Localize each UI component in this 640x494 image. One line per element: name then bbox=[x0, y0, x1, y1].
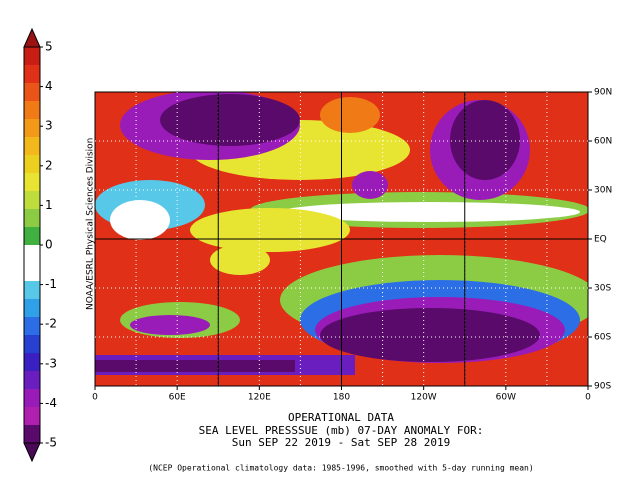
y-tick-label: EQ bbox=[594, 235, 607, 245]
colorbar-band bbox=[24, 119, 40, 138]
colorbar-arrow bbox=[23, 442, 41, 463]
colorbar-band bbox=[24, 389, 40, 408]
anomaly-field bbox=[95, 92, 588, 386]
y-tick-label: 60S bbox=[594, 333, 611, 343]
colorbar-band bbox=[24, 173, 40, 192]
x-tick-label: 120E bbox=[248, 393, 271, 403]
colorbar-band bbox=[24, 83, 40, 102]
colorbar-band bbox=[24, 317, 40, 336]
x-tick-label: 0 bbox=[92, 393, 98, 403]
colorbar-band bbox=[24, 137, 40, 156]
footnote: (NCEP Operational climatology data: 1985… bbox=[148, 464, 533, 473]
colorbar-band bbox=[24, 65, 40, 84]
colorbar-band bbox=[24, 101, 40, 120]
title-line: Sun SEP 22 2019 - Sat SEP 28 2019 bbox=[232, 436, 451, 449]
colorbar-label: 3 bbox=[45, 119, 53, 133]
colorbar-band bbox=[24, 245, 40, 264]
colorbar-band bbox=[24, 263, 40, 282]
graticule: 0 60E 120E 180 120W 60W 0 90N 60N 30N EQ 30S 60S 90S bbox=[92, 88, 612, 403]
colorbar-band bbox=[24, 209, 40, 228]
side-label: NOAA/ESRL Physical Sciences Division bbox=[86, 138, 96, 310]
colorbar-band bbox=[24, 353, 40, 372]
colorbar-band bbox=[24, 281, 40, 300]
colorbar-band bbox=[24, 407, 40, 426]
colorbar-label: 1 bbox=[45, 198, 53, 212]
colorbar-label: -3 bbox=[45, 356, 57, 370]
y-tick-label: 30S bbox=[594, 284, 611, 294]
colorbar: 5 4 3 2 1 0 -1 -2 -3 -4 -5 bbox=[23, 27, 57, 463]
colorbar-label: -5 bbox=[45, 436, 57, 450]
y-tick-label: 60N bbox=[594, 137, 612, 147]
colorbar-label: 5 bbox=[45, 40, 53, 54]
colorbar-label: -1 bbox=[45, 277, 57, 291]
colorbar-band bbox=[24, 371, 40, 390]
y-tick-label: 30N bbox=[594, 186, 612, 196]
colorbar-label: -4 bbox=[45, 396, 57, 410]
colorbar-label: -2 bbox=[45, 317, 57, 331]
colorbar-band bbox=[24, 335, 40, 354]
x-tick-label: 60E bbox=[169, 393, 186, 403]
colorbar-label: 4 bbox=[45, 79, 53, 93]
colorbar-band bbox=[24, 299, 40, 318]
y-tick-label: 90S bbox=[594, 382, 611, 392]
colorbar-band bbox=[24, 155, 40, 174]
x-tick-label: 0 bbox=[585, 393, 591, 403]
colorbar-band bbox=[24, 227, 40, 246]
x-tick-label: 120W bbox=[411, 393, 437, 403]
colorbar-band bbox=[24, 425, 40, 444]
title-line: OPERATIONAL DATA bbox=[288, 411, 394, 424]
colorbar-label: 2 bbox=[45, 158, 53, 172]
x-tick-label: 60W bbox=[496, 393, 516, 403]
colorbar-arrow bbox=[23, 27, 41, 48]
title-line: SEA LEVEL PRESSSUE (mb) 07-DAY ANOMALY F… bbox=[199, 424, 484, 437]
colorbar-band bbox=[24, 191, 40, 210]
x-tick-label: 180 bbox=[333, 393, 350, 403]
y-tick-label: 90N bbox=[594, 88, 612, 98]
colorbar-band bbox=[24, 47, 40, 66]
colorbar-label: 0 bbox=[45, 238, 53, 252]
